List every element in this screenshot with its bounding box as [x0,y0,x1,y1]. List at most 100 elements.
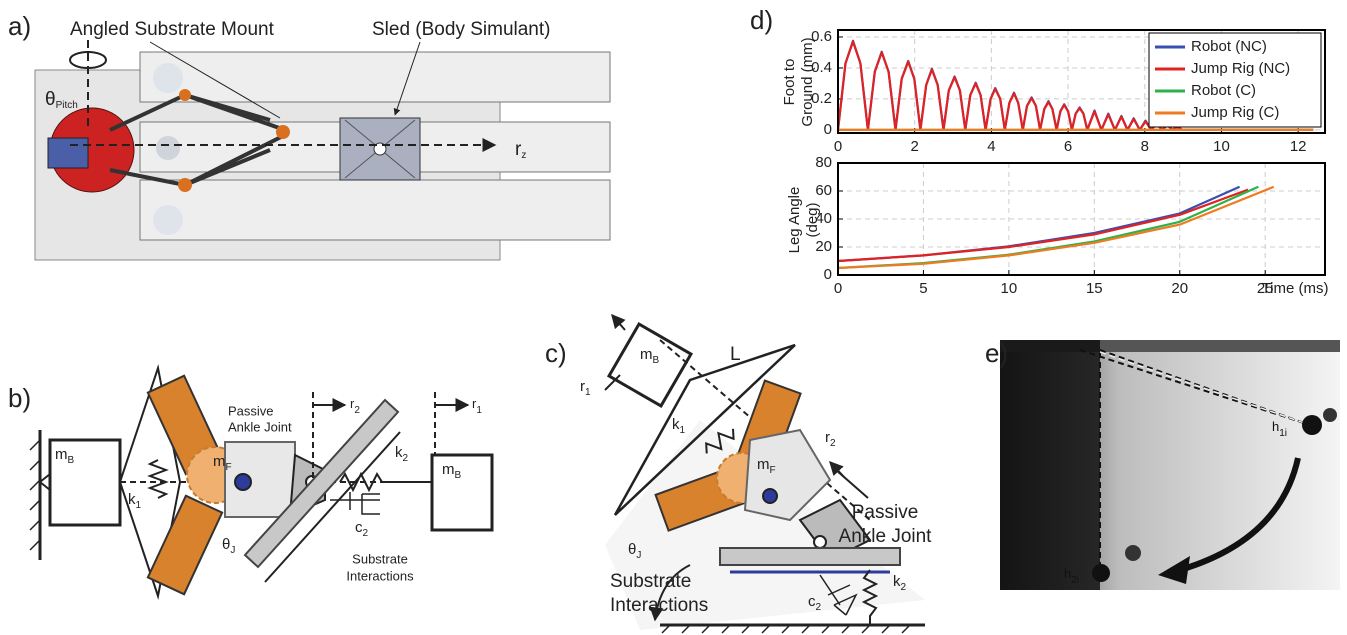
symbol-base: h [1272,419,1279,434]
symbol: r2 [350,396,360,415]
label: Time (ms) [1262,280,1329,297]
symbol-sub: B [455,470,462,481]
symbol-sub: 2 [363,528,369,539]
symbol-base: θ [628,541,636,558]
label: 60 [815,182,832,199]
label: Interactions [346,568,414,583]
label: Ankle Joint [839,526,933,547]
symbol: h1i [1272,419,1287,438]
label: Passive [852,502,919,523]
series-line [837,185,1275,270]
label: 5 [919,280,927,297]
symbol: mB [640,346,660,366]
series-line [837,188,1249,263]
label: Ground (mm) [799,37,816,126]
label: Substrate [610,571,691,592]
symbol-sub: 2i [1071,575,1079,586]
symbol-sub: 2 [816,602,822,613]
label: b) [8,383,31,413]
symbol-sub: B [68,455,75,466]
symbol: rz [515,139,526,161]
label: c) [545,338,567,368]
symbol-sub: 1 [476,405,482,416]
label: 12 [1290,138,1307,155]
label: 10 [1001,280,1018,297]
label: Ankle Joint [228,419,292,434]
symbol: h2i [1064,566,1079,585]
symbol-base: r [825,429,830,446]
label: 15 [1086,280,1103,297]
symbol: θJ [222,536,235,556]
panel-c-drawing [604,313,925,634]
symbol: r2 [825,429,836,449]
symbol-base: r [472,396,477,411]
symbol: mF [213,453,232,473]
symbol-base: k [395,444,403,461]
label: 0 [824,121,832,138]
symbol-base: m [640,346,653,363]
symbol: k2 [395,444,409,464]
symbol-base: m [442,461,455,478]
label: 10 [1213,138,1230,155]
label: e) [985,338,1008,368]
plot-frame [837,162,1326,276]
symbol-sub: 2 [830,438,836,449]
symbol-sub: 1i [1279,428,1287,439]
label: d) [750,5,773,35]
symbol-base: m [757,456,770,473]
symbol-base: r [580,378,585,395]
label: Leg Angle [786,187,803,254]
symbol-base: r [515,139,522,160]
label: 8 [1141,138,1149,155]
panel-a-drawing [34,40,611,261]
label: Interactions [610,595,708,616]
symbol-sub: 1 [136,500,142,511]
label: 20 [1171,280,1188,297]
symbol: c2 [808,593,822,613]
label: 0 [834,138,842,155]
symbol-base: k [893,573,901,590]
label: 0 [834,280,842,297]
symbol-base: c [808,593,816,610]
symbol: r1 [472,396,482,415]
symbol-sub: Pitch [56,100,78,111]
symbol-base: m [213,453,226,470]
label: L [730,344,741,365]
symbol: mB [55,446,75,466]
label: 80 [815,154,832,171]
symbol-sub: 1 [585,387,591,398]
symbol-sub: F [770,465,776,476]
label: 0.2 [811,90,832,107]
label: Substrate [352,551,408,566]
symbol-base: h [1064,566,1071,581]
label: 4 [987,138,995,155]
symbol-sub: 2 [354,405,360,416]
symbol-sub: 1 [680,425,686,436]
symbol: k2 [893,573,907,593]
symbol: k1 [672,416,686,436]
symbol-base: c [355,519,363,536]
label: Jump Rig (NC) [1191,60,1290,77]
label: 2 [911,138,919,155]
symbol-base: m [55,446,68,463]
label: (deg) [804,202,821,237]
legend-box [1148,32,1322,128]
label: Foot to [781,59,798,106]
symbol-sub: J [636,550,641,561]
label: 0.6 [811,28,832,45]
symbol: mF [757,456,776,476]
symbol-base: θ [45,89,56,110]
symbol: θPitch [45,89,78,111]
symbol-sub: J [230,545,235,556]
symbol-base: k [672,416,680,433]
label: Angled Substrate Mount [70,19,275,40]
label: Passive [228,403,274,418]
label: Robot (NC) [1191,38,1267,55]
label: Sled (Body Simulant) [372,19,550,40]
label: Jump Rig (C) [1191,104,1279,121]
symbol: mB [442,461,462,481]
symbol: r1 [580,378,591,398]
label: 20 [815,238,832,255]
label: Robot (C) [1191,82,1256,99]
